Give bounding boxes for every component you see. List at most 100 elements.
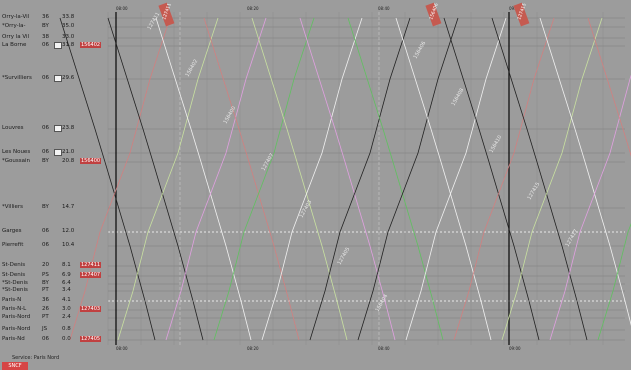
- station-code: 06: [42, 228, 49, 234]
- train-path-northbound: [69, 17, 171, 341]
- train-badge-bg: [425, 2, 442, 27]
- train-path-northbound: [597, 222, 631, 341]
- station-name: St-Denis: [2, 262, 26, 268]
- station-code: 06: [42, 336, 49, 342]
- station-km: 0.8: [62, 326, 71, 332]
- station-code: PT: [42, 314, 49, 320]
- train-tag[interactable]: 127403: [80, 306, 102, 312]
- station-km: 10.4: [62, 242, 75, 248]
- station-name: Paris-N: [2, 297, 22, 303]
- station-code: BY: [42, 204, 49, 210]
- station-name: *Villiers: [2, 204, 24, 210]
- train-tag[interactable]: 127411: [80, 262, 102, 268]
- station-km: 0.0: [62, 336, 71, 342]
- train-path-northbound: [453, 17, 555, 341]
- top-time-label: 08:00: [116, 6, 128, 11]
- top-time-label: 08:20: [247, 6, 259, 11]
- station-code: 06: [42, 42, 49, 48]
- train-badge-bg: [158, 2, 175, 27]
- train-badge-label: 127411: [161, 2, 173, 20]
- station-km: 12.0: [62, 228, 75, 234]
- train-path-southbound: [107, 17, 204, 341]
- bottom-time-label: 08:40: [378, 346, 390, 351]
- footer-text: Service: Paris Nord: [12, 355, 60, 361]
- station-name: *Orry-la-: [2, 23, 26, 29]
- station-code: 06: [42, 149, 49, 155]
- station-km: 6.4: [62, 280, 71, 286]
- train-path-southbound: [587, 17, 631, 157]
- station-name: Paris-Nord: [2, 314, 31, 320]
- train-tag[interactable]: 127407: [80, 272, 102, 278]
- train-path-northbound: [165, 17, 267, 341]
- station-name: Louvres: [2, 125, 24, 131]
- train-path-northbound: [357, 17, 459, 341]
- station-km: 21.0: [62, 149, 75, 155]
- train-path-southbound: [443, 17, 540, 341]
- station-code: PT: [42, 287, 49, 293]
- bottom-time-label: 08:00: [116, 346, 128, 351]
- train-path-southbound: [347, 17, 444, 341]
- station-name: Garges: [2, 228, 22, 234]
- bottom-time-label: 09:00: [509, 346, 521, 351]
- station-code: 06: [42, 75, 49, 81]
- station-code: 06: [42, 125, 49, 131]
- train-path-northbound: [117, 17, 219, 341]
- station-km: 20.8: [62, 158, 75, 164]
- station-km: 23.8: [62, 125, 75, 131]
- station-code: BY: [42, 23, 49, 29]
- station-code: 36: [42, 14, 49, 20]
- station-toggle[interactable]: [54, 42, 62, 49]
- train-tag[interactable]: 127405: [80, 336, 102, 342]
- train-path-southbound: [395, 17, 492, 341]
- train-tag[interactable]: 156402: [80, 42, 102, 48]
- station-name: *St-Denis: [2, 287, 28, 293]
- station-km: 2.4: [62, 314, 71, 320]
- station-name: Paris-Nord: [2, 326, 31, 332]
- station-name: Pierrefit: [2, 242, 24, 248]
- station-km: 6.9: [62, 272, 71, 278]
- train-path-southbound: [59, 17, 156, 341]
- sncf-logo: SNCF: [2, 362, 28, 370]
- train-path-southbound: [155, 17, 252, 341]
- station-km: 29.6: [62, 75, 75, 81]
- station-code: 38: [42, 34, 49, 40]
- station-km: 33.8: [62, 14, 75, 20]
- train-path-northbound: [501, 17, 603, 341]
- train-path-southbound: [299, 17, 396, 341]
- station-toggle[interactable]: [54, 125, 62, 132]
- train-badge-bg: [513, 2, 530, 27]
- train-path-northbound: [309, 17, 411, 341]
- station-km: 33.0: [62, 34, 75, 40]
- station-code: BY: [42, 158, 49, 164]
- station-name: Orry la Vil: [2, 34, 30, 40]
- train-tag[interactable]: 156400: [80, 158, 102, 164]
- station-name: *St-Denis: [2, 280, 28, 286]
- station-name: St-Denis: [2, 272, 26, 278]
- station-km: 8.1: [62, 262, 71, 268]
- train-path-southbound: [539, 17, 631, 327]
- station-km: 14.7: [62, 204, 75, 210]
- train-badge-label: 156406: [428, 2, 440, 20]
- station-name: *Survilliers: [2, 75, 32, 81]
- train-path-northbound: [261, 17, 363, 341]
- station-code: BY: [42, 280, 49, 286]
- train-badge-label: 127415: [516, 2, 528, 20]
- station-km: 35.0: [62, 23, 75, 29]
- station-km: 3.0: [62, 306, 71, 312]
- station-km: 31.8: [62, 42, 75, 48]
- station-toggle[interactable]: [54, 75, 62, 82]
- bottom-time-label: 08:20: [247, 346, 259, 351]
- station-km: 4.1: [62, 297, 71, 303]
- station-name: La Borne: [2, 42, 27, 48]
- station-toggle[interactable]: [54, 149, 62, 156]
- station-name: Orry-la-Vil: [2, 14, 30, 20]
- station-name: *Goussain: [2, 158, 30, 164]
- train-path-southbound: [491, 17, 588, 341]
- station-name: Paris-N-L: [2, 306, 27, 312]
- station-code: PS: [42, 272, 49, 278]
- station-code: 20: [42, 262, 49, 268]
- station-name: Les Noues: [2, 149, 31, 155]
